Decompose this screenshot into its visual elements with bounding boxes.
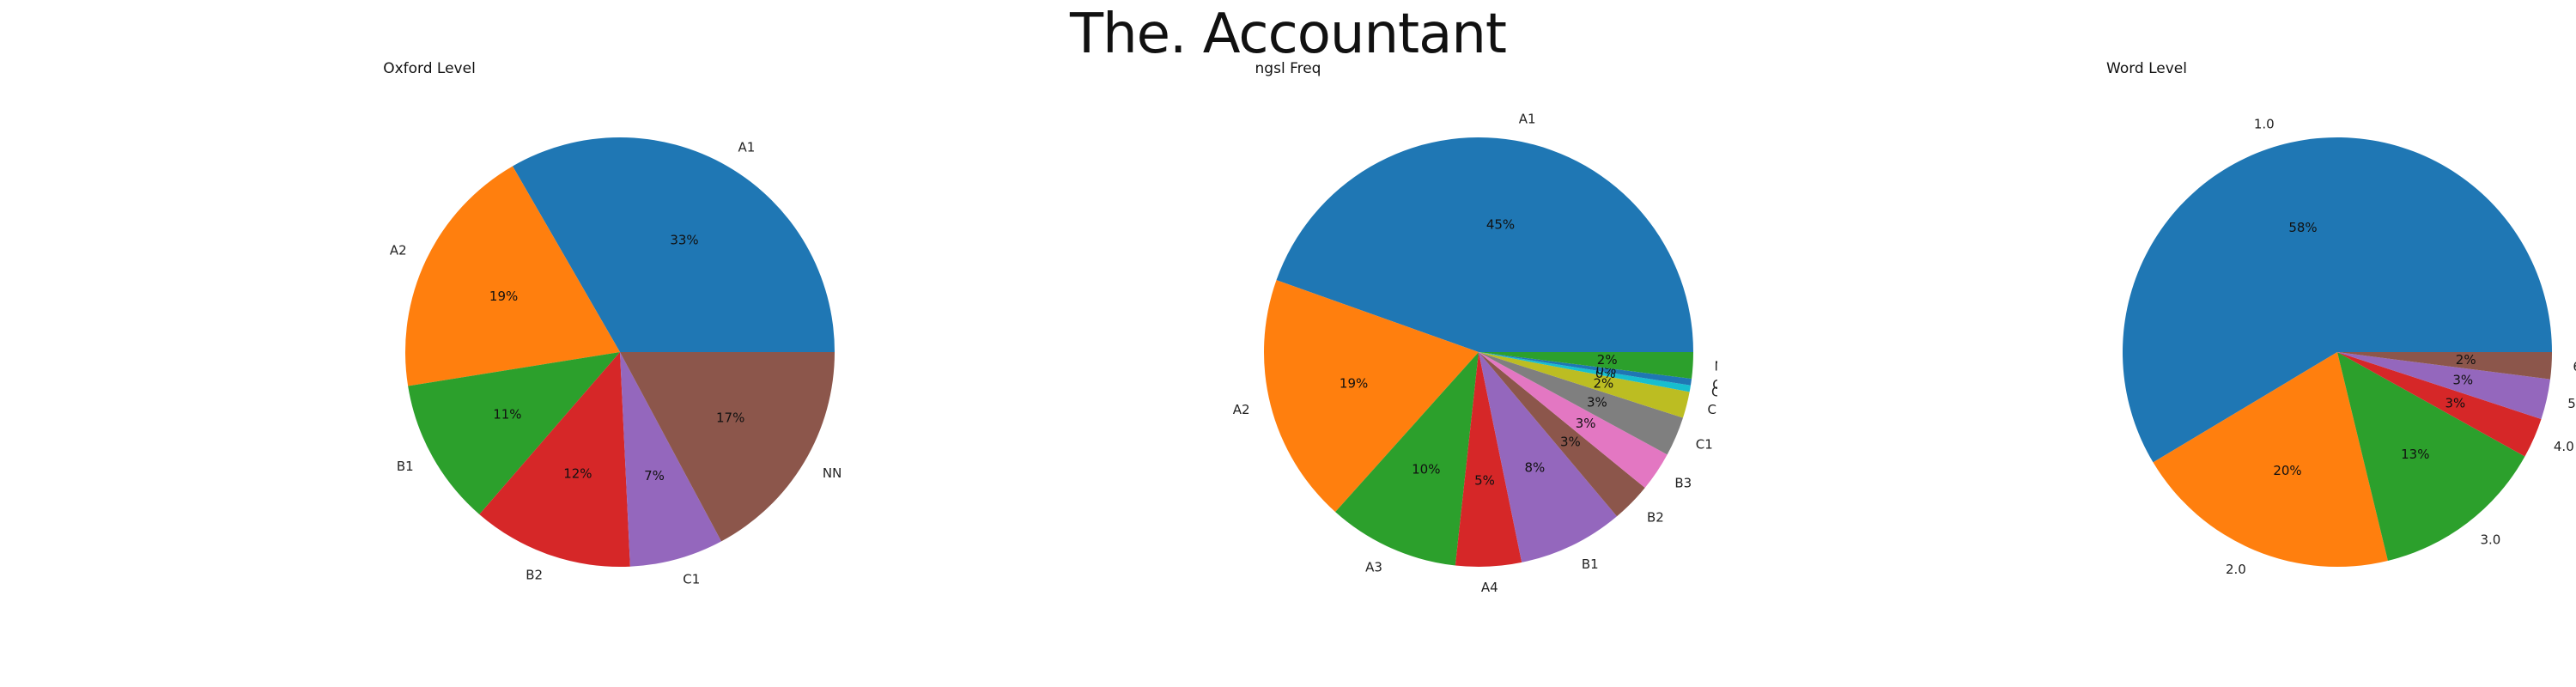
slice-percent-label: 17% [716,410,744,426]
pie-slice [408,352,620,514]
slice-label: A4 [1481,580,1498,595]
pie-chart-ngsl-freq: A1 45% A2 19% A3 10% A4 5% B1 8% B2 3% B3 3% C1 3% C2 2% C… [1233,112,1718,596]
pie-slice [1276,137,1693,352]
pie-slice [2337,352,2525,561]
slice-label: A2 [1233,402,1250,417]
slice-label: B1 [1582,556,1599,572]
slice-label: 2.0 [2226,562,2246,577]
slice-percent-label: 20% [2273,463,2301,478]
slice-label: B1 [397,459,414,474]
pie-slice [2337,352,2552,380]
pie-slice [1335,352,1479,566]
slice-percent-label: 12% [563,465,592,481]
slice-percent-label: 19% [489,289,518,304]
pie-slice [2153,352,2388,567]
pie-slice [1479,352,1693,380]
pie-slice [2337,352,2542,457]
slice-percent-label: 45% [1486,217,1515,233]
slice-percent-label: 2% [2456,352,2476,368]
slice-percent-label: 3% [2452,373,2473,388]
slice-label: 1.0 [2254,116,2275,131]
slice-percent-label: 3% [1587,395,1607,410]
pie-slice [1479,352,1645,517]
slice-percent-label: 13% [2401,447,2429,462]
pie-chart-oxford-level: A1 33% A2 19% B1 11% B2 12% C1 7% NN 17% [390,137,841,587]
pie-slice [513,137,835,352]
slice-label: C3 [1711,384,1717,399]
pie-slice [2337,352,2550,420]
pie-slice [1479,352,1668,489]
chart-title: Oxford Level [383,60,476,77]
pie-slice [1479,352,1690,418]
pie-slice [2123,137,2552,463]
pie-slice [404,166,620,386]
slice-label: B2 [1647,509,1664,525]
pie-panel-oxford-level: Oxford Level A1 33% A2 19% B1 11% B2 12% C1 7% NN 1… [0,0,859,687]
slice-percent-label: 2% [1594,375,1614,391]
pie-slice [620,352,722,567]
pie-slice [1479,352,1618,562]
slice-label: NN [1715,359,1718,374]
slice-percent-label: 3% [1576,416,1596,431]
pie-slice [479,352,630,568]
slice-label: B2 [526,567,543,582]
slice-percent-label: 19% [1340,375,1368,391]
slice-percent-label: 3% [1560,435,1581,450]
slice-label: 3.0 [2481,532,2501,547]
pie-panel-word-level: Word Level 1.0 58% 2.0 20% 3.0 13% 4.0 3% 5.0 3% 6… [1717,0,2576,687]
slice-label: C1 [683,572,700,587]
figure-title: The. Accountant [1070,3,1507,66]
slice-label: C2 [1708,402,1718,417]
pie-slice [1479,352,1691,392]
slice-percent-label: 5% [1474,472,1495,488]
slice-label: A3 [1365,560,1382,575]
pie-chart-word-level: 1.0 58% 2.0 20% 3.0 13% 4.0 3% 5.0 3% 6.0 2% [2123,116,2576,577]
slice-percent-label: 58% [2288,220,2317,235]
slice-percent-label: 11% [493,406,521,422]
slice-label: A2 [390,242,407,258]
slice-label: B3 [1674,476,1692,491]
chart-title: ngsl Freq [1255,60,1321,77]
pie-slice [620,352,835,542]
pie-slice [1479,352,1683,455]
slice-label: 4.0 [2554,439,2574,454]
slice-percent-label: 3% [2445,396,2466,411]
pie-slice [1479,352,1692,386]
slice-label: 6.0 [2573,359,2576,374]
pie-slice [1263,280,1479,513]
slice-label: A1 [1519,112,1536,127]
slice-label: NN [823,465,841,481]
slice-label: C1 [1696,437,1713,453]
pie-slice [1455,352,1522,568]
slice-label: A1 [738,139,756,155]
slice-label: C4 [1712,377,1717,392]
pie-panel-ngsl-freq: ngsl Freq A1 45% A2 19% A3 10% A4 5% B1 8% B2 3% B3 3… [859,0,1717,687]
slice-percent-label: 2% [1597,352,1618,368]
slice-percent-label: 8% [1525,460,1546,476]
slice-percent-label: 33% [670,233,698,248]
slice-percent-label: 10% [1412,462,1440,477]
chart-title: Word Level [2106,60,2187,77]
slice-percent-label: 7% [644,468,665,483]
slice-label: 5.0 [2567,396,2576,411]
